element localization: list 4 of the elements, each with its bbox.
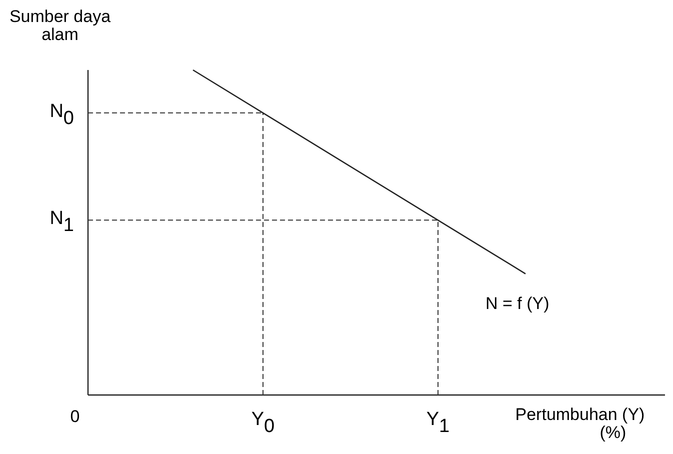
text: 0 [70, 407, 80, 426]
y-axis-title: Sumber daya alam [9, 7, 112, 44]
x-axis-title: Pertumbuhan (Y) (%) [515, 405, 645, 442]
series-label: N = f (Y) [486, 294, 550, 313]
